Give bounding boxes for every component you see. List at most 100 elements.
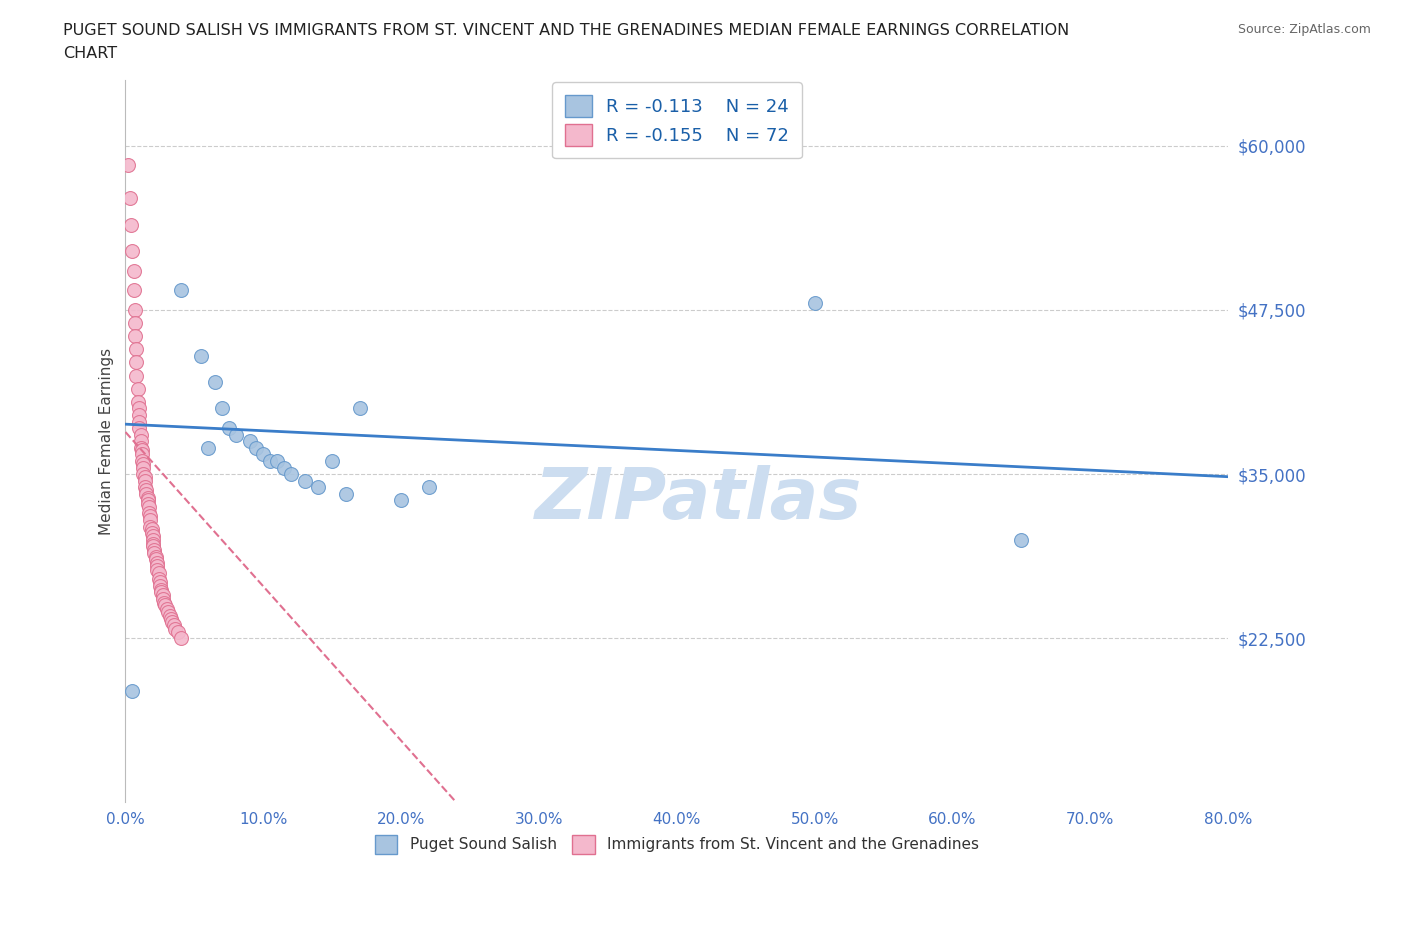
Point — [349, 401, 371, 416]
Point — [136, 493, 159, 508]
Point — [118, 191, 141, 206]
Text: ZIPatlas: ZIPatlas — [536, 464, 862, 534]
Point — [141, 522, 163, 537]
Point — [142, 532, 165, 547]
Point — [169, 283, 191, 298]
Point — [129, 441, 152, 456]
Point — [131, 447, 153, 462]
Point — [169, 631, 191, 645]
Point — [122, 263, 145, 278]
Point — [143, 543, 166, 558]
Point — [157, 604, 180, 619]
Point — [252, 447, 274, 462]
Point — [294, 473, 316, 488]
Point — [142, 537, 165, 551]
Point — [121, 684, 143, 698]
Point — [259, 454, 281, 469]
Point — [307, 480, 329, 495]
Point — [128, 401, 150, 416]
Point — [128, 407, 150, 422]
Point — [335, 486, 357, 501]
Point — [127, 394, 149, 409]
Point — [135, 483, 157, 498]
Point — [155, 598, 177, 613]
Point — [149, 575, 172, 590]
Point — [132, 460, 155, 475]
Point — [160, 611, 183, 626]
Point — [163, 618, 186, 632]
Point — [139, 512, 162, 527]
Point — [150, 585, 173, 600]
Point — [125, 368, 148, 383]
Point — [156, 602, 179, 617]
Point — [134, 470, 156, 485]
Point — [150, 582, 173, 597]
Point — [321, 454, 343, 469]
Point — [138, 506, 160, 521]
Point — [190, 349, 212, 364]
Point — [162, 615, 184, 630]
Point — [124, 328, 146, 343]
Point — [139, 519, 162, 534]
Point — [238, 433, 260, 448]
Point — [128, 420, 150, 435]
Point — [136, 490, 159, 505]
Point — [165, 621, 187, 636]
Point — [134, 480, 156, 495]
Point — [148, 565, 170, 580]
Point — [128, 414, 150, 429]
Point — [149, 578, 172, 593]
Point — [159, 608, 181, 623]
Point — [127, 381, 149, 396]
Point — [124, 302, 146, 317]
Point — [129, 427, 152, 442]
Point — [136, 497, 159, 512]
Point — [129, 433, 152, 448]
Point — [225, 427, 247, 442]
Point — [146, 563, 169, 578]
Point — [152, 588, 174, 603]
Point — [146, 559, 169, 574]
Point — [1010, 532, 1032, 547]
Point — [204, 375, 226, 390]
Point — [142, 538, 165, 553]
Point — [197, 441, 219, 456]
Point — [803, 296, 825, 311]
Point — [131, 443, 153, 458]
Point — [132, 456, 155, 471]
Point — [122, 283, 145, 298]
Point — [139, 509, 162, 524]
Point — [145, 552, 167, 567]
Point — [131, 454, 153, 469]
Point — [389, 493, 412, 508]
Point — [148, 572, 170, 587]
Point — [138, 499, 160, 514]
Point — [145, 550, 167, 565]
Point — [124, 315, 146, 330]
Point — [166, 624, 188, 639]
Point — [135, 486, 157, 501]
Point — [120, 217, 142, 232]
Text: CHART: CHART — [63, 46, 117, 61]
Point — [134, 473, 156, 488]
Point — [125, 342, 148, 357]
Point — [152, 591, 174, 606]
Point — [153, 595, 176, 610]
Point — [142, 528, 165, 543]
Point — [125, 355, 148, 370]
Point — [211, 401, 233, 416]
Text: PUGET SOUND SALISH VS IMMIGRANTS FROM ST. VINCENT AND THE GRENADINES MEDIAN FEMA: PUGET SOUND SALISH VS IMMIGRANTS FROM ST… — [63, 23, 1070, 38]
Point — [141, 525, 163, 540]
Text: Source: ZipAtlas.com: Source: ZipAtlas.com — [1237, 23, 1371, 36]
Point — [117, 158, 139, 173]
Y-axis label: Median Female Earnings: Median Female Earnings — [100, 348, 114, 535]
Point — [143, 545, 166, 560]
Point — [266, 454, 288, 469]
Point — [418, 480, 440, 495]
Point — [218, 420, 240, 435]
Point — [121, 244, 143, 259]
Point — [273, 460, 295, 475]
Point — [132, 467, 155, 482]
Point — [245, 441, 267, 456]
Point — [280, 467, 302, 482]
